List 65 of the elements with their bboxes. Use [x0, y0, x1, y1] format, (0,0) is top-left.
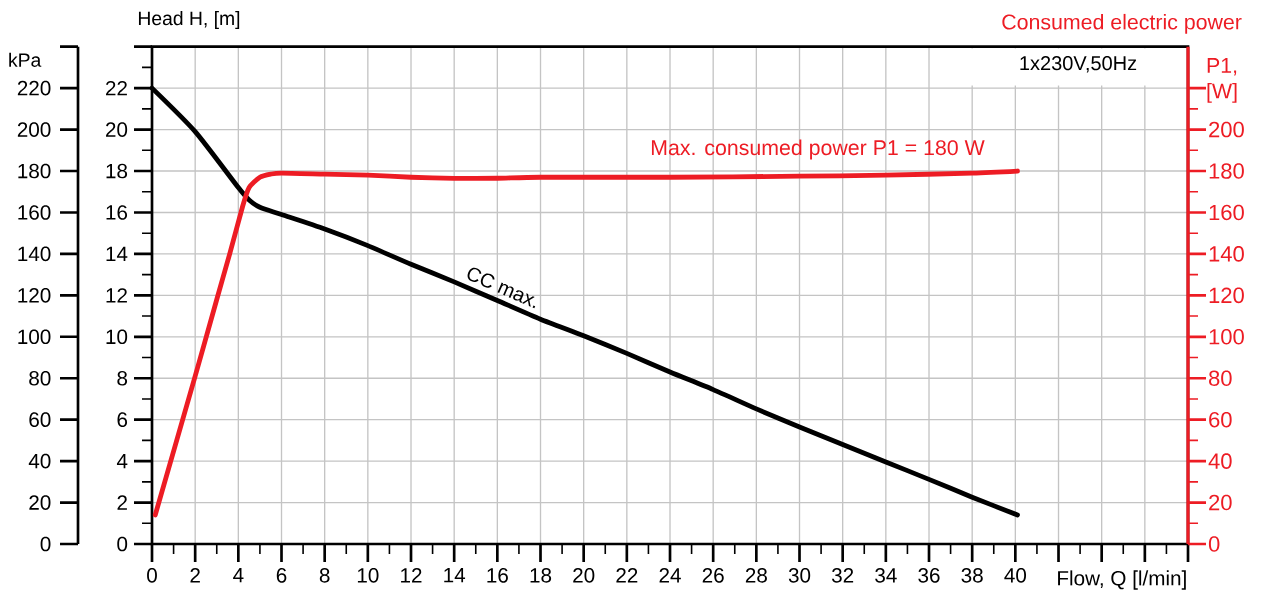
y3-tick-label: 180 [18, 163, 51, 179]
x-tick-label: 30 [788, 568, 811, 583]
x-tick-label: 6 [276, 568, 287, 583]
y-tick-label: 6 [117, 412, 128, 427]
x-tick-label: 20 [573, 568, 595, 583]
y-tick-label: 18 [106, 163, 128, 179]
y3-tick-label: 220 [17, 80, 51, 96]
y2-tick-label: 120 [1209, 287, 1244, 304]
y3-tick-label: 0 [40, 536, 51, 552]
annotation: 1x230V,50Hz [1020, 56, 1137, 73]
y2-tick-label: 80 [1209, 370, 1232, 387]
y-tick-label: 16 [106, 205, 128, 220]
y3-tick-label: 140 [18, 246, 51, 262]
y-tick-label: 12 [106, 288, 127, 303]
y-tick-label: 10 [106, 329, 128, 345]
y3-tick-label: 100 [18, 329, 51, 345]
y-tick-label: 8 [117, 370, 128, 386]
x-tick-label: 0 [147, 568, 157, 583]
y3-tick-label: 40 [28, 453, 51, 469]
text: Consumed electric power [1002, 13, 1242, 34]
x-tick-label: 16 [487, 568, 508, 583]
y3-tick-label: 20 [29, 495, 51, 510]
y-axis-title: Head H, [m] [138, 11, 240, 30]
x-axis-title: Flow, Q [l/min] [1058, 570, 1186, 590]
y-tick-label: 14 [106, 246, 128, 262]
y3-tick-label: 60 [29, 412, 51, 427]
y2-tick-label: 160 [1209, 204, 1244, 221]
y2-tick-label: 180 [1209, 163, 1244, 179]
line-series [152, 168, 1020, 518]
x-tick-label: 40 [1004, 568, 1027, 583]
x-tick-label: 24 [659, 568, 681, 583]
x-tick-label: 8 [319, 568, 330, 583]
x-tick-label: 14 [444, 568, 466, 583]
x-tick-label: 34 [875, 568, 897, 583]
x-tick-label: 28 [745, 568, 767, 583]
y3-tick-label: 200 [17, 122, 51, 137]
x-tick-label: 22 [616, 568, 638, 583]
text: CC max. [467, 267, 536, 309]
y2-tick-label: 0 [1208, 536, 1220, 552]
y-tick-label: 4 [116, 454, 128, 469]
y3-axis-title: kPa [9, 52, 42, 67]
x-tick-label: 38 [961, 568, 983, 583]
y2-tick-label: 100 [1209, 328, 1244, 345]
y3-tick-label: 120 [18, 288, 51, 303]
y2-tick-label: 200 [1209, 121, 1244, 138]
x-tick-label: 2 [190, 568, 200, 583]
x-tick-label: 26 [702, 568, 724, 583]
x-tick-label: 18 [530, 568, 552, 583]
y-tick-label: 22 [106, 80, 127, 96]
x-tick-label: 4 [233, 568, 244, 583]
y-tick-label: 20 [106, 122, 128, 137]
x-tick-label: 32 [831, 568, 854, 583]
y2-tick-label: 40 [1208, 453, 1232, 469]
annotation: Max. consumed power P1 = 180 W [651, 139, 985, 160]
y2-tick-label: 140 [1209, 246, 1244, 262]
y-tick-label: 0 [117, 536, 128, 552]
y2-axis-title: P1, [W] [1207, 58, 1237, 103]
y3-tick-label: 80 [29, 370, 51, 386]
x-tick-label: 36 [918, 568, 940, 583]
x-tick-label: 10 [357, 568, 379, 583]
y2-tick-label: 60 [1209, 411, 1232, 428]
y3-tick-label: 160 [18, 205, 51, 220]
y-tick-label: 2 [117, 495, 127, 510]
x-tick-label: 12 [401, 568, 422, 583]
y2-tick-label: 20 [1209, 494, 1232, 511]
